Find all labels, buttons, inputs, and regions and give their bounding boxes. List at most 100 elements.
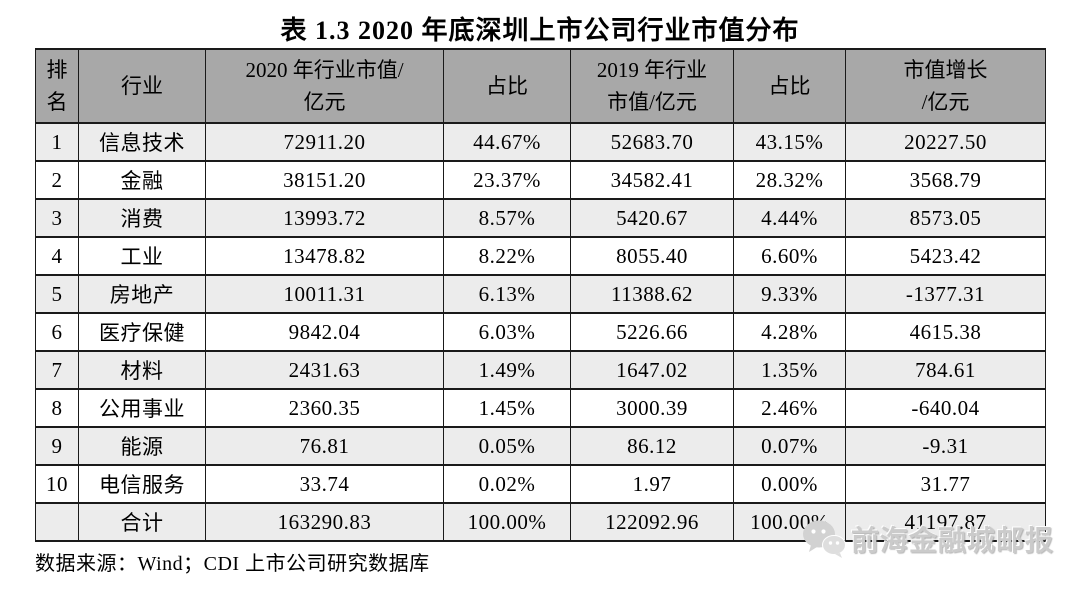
cell-rank (35, 502, 79, 542)
cell-rank: 5 (35, 274, 79, 314)
cell-share-2020: 6.13% (443, 274, 571, 314)
cell-mv-2020: 10011.31 (205, 274, 444, 314)
col-header-share-2019: 占比 (733, 48, 846, 124)
cell-growth: 5423.42 (845, 236, 1046, 276)
table-header-row: 排 名 行业 2020 年行业市值/ 亿元 占比 2019 年行业 市值/亿元 … (35, 48, 1046, 124)
cell-industry: 房地产 (78, 274, 206, 314)
cell-share-2020: 8.22% (443, 236, 571, 276)
cell-mv-2019: 52683.70 (570, 122, 734, 162)
cell-share-2020: 23.37% (443, 160, 571, 200)
cell-rank: 4 (35, 236, 79, 276)
cell-rank: 2 (35, 160, 79, 200)
data-source-note: 数据来源：Wind；CDI 上市公司研究数据库 (35, 553, 430, 575)
cell-share-2020: 1.45% (443, 388, 571, 428)
cell-growth: -1377.31 (845, 274, 1046, 314)
cell-industry: 合计 (78, 502, 206, 542)
cell-industry: 公用事业 (78, 388, 206, 428)
cell-industry: 医疗保健 (78, 312, 206, 352)
table-row: 5 房地产 10011.31 6.13% 11388.62 9.33% -1377.31 (35, 274, 1046, 314)
cell-share-2020: 100.00% (443, 502, 571, 542)
cell-growth: -640.04 (845, 388, 1046, 428)
market-cap-table: 排 名 行业 2020 年行业市值/ 亿元 占比 2019 年行业 市值/亿元 … (35, 48, 1046, 542)
cell-growth: 8573.05 (845, 198, 1046, 238)
cell-mv-2020: 13478.82 (205, 236, 444, 276)
cell-industry: 材料 (78, 350, 206, 390)
col-header-mv-2020: 2020 年行业市值/ 亿元 (205, 48, 444, 124)
cell-mv-2019: 3000.39 (570, 388, 734, 428)
cell-mv-2020: 38151.20 (205, 160, 444, 200)
cell-industry: 消费 (78, 198, 206, 238)
cell-growth: 3568.79 (845, 160, 1046, 200)
cell-mv-2020: 72911.20 (205, 122, 444, 162)
cell-mv-2019: 11388.62 (570, 274, 734, 314)
cell-rank: 10 (35, 464, 79, 504)
cell-growth: -9.31 (845, 426, 1046, 466)
cell-share-2020: 44.67% (443, 122, 571, 162)
cell-rank: 8 (35, 388, 79, 428)
cell-share-2019: 2.46% (733, 388, 846, 428)
cell-industry: 能源 (78, 426, 206, 466)
cell-share-2019: 0.07% (733, 426, 846, 466)
cell-industry: 金融 (78, 160, 206, 200)
cell-share-2020: 8.57% (443, 198, 571, 238)
cell-share-2020: 0.05% (443, 426, 571, 466)
cell-industry: 信息技术 (78, 122, 206, 162)
cell-growth: 4615.38 (845, 312, 1046, 352)
table-row: 10 电信服务 33.74 0.02% 1.97 0.00% 31.77 (35, 464, 1046, 504)
cell-mv-2020: 76.81 (205, 426, 444, 466)
cell-mv-2020: 2360.35 (205, 388, 444, 428)
table-row: 7 材料 2431.63 1.49% 1647.02 1.35% 784.61 (35, 350, 1046, 390)
col-header-rank: 排 名 (35, 48, 79, 124)
cell-rank: 3 (35, 198, 79, 238)
cell-mv-2020: 33.74 (205, 464, 444, 504)
table-row: 8 公用事业 2360.35 1.45% 3000.39 2.46% -640.04 (35, 388, 1046, 428)
cell-share-2019: 1.35% (733, 350, 846, 390)
cell-mv-2019: 34582.41 (570, 160, 734, 200)
table-row: 6 医疗保健 9842.04 6.03% 5226.66 4.28% 4615.38 (35, 312, 1046, 352)
cell-share-2020: 6.03% (443, 312, 571, 352)
cell-mv-2020: 163290.83 (205, 502, 444, 542)
cell-industry: 工业 (78, 236, 206, 276)
cell-share-2019: 4.44% (733, 198, 846, 238)
cell-growth: 31.77 (845, 464, 1046, 504)
cell-share-2019: 6.60% (733, 236, 846, 276)
cell-share-2019: 28.32% (733, 160, 846, 200)
total-row: 合计 163290.83 100.00% 122092.96 100.00% 41197.… (35, 502, 1046, 542)
col-header-share-2020: 占比 (443, 48, 571, 124)
table-title: 表 1.3 2020 年底深圳上市公司行业市值分布 (280, 16, 800, 45)
cell-rank: 6 (35, 312, 79, 352)
cell-rank: 7 (35, 350, 79, 390)
cell-mv-2019: 8055.40 (570, 236, 734, 276)
col-header-mv-2019: 2019 年行业 市值/亿元 (570, 48, 734, 124)
cell-mv-2020: 9842.04 (205, 312, 444, 352)
cell-mv-2020: 2431.63 (205, 350, 444, 390)
col-header-growth: 市值增长 /亿元 (845, 48, 1046, 124)
col-header-industry: 行业 (78, 48, 206, 124)
cell-rank: 1 (35, 122, 79, 162)
cell-growth: 20227.50 (845, 122, 1046, 162)
table-body: 1 信息技术 72911.20 44.67% 52683.70 43.15% 20227.5… (35, 122, 1046, 542)
cell-growth: 784.61 (845, 350, 1046, 390)
cell-mv-2019: 1.97 (570, 464, 734, 504)
cell-growth: 41197.87 (845, 502, 1046, 542)
table-row: 4 工业 13478.82 8.22% 8055.40 6.60% 5423.42 (35, 236, 1046, 276)
cell-share-2019: 43.15% (733, 122, 846, 162)
cell-rank: 9 (35, 426, 79, 466)
cell-mv-2019: 5226.66 (570, 312, 734, 352)
table-row: 2 金融 38151.20 23.37% 34582.41 28.32% 3568.79 (35, 160, 1046, 200)
cell-share-2019: 4.28% (733, 312, 846, 352)
table-row: 3 消费 13993.72 8.57% 5420.67 4.44% 8573.05 (35, 198, 1046, 238)
cell-share-2019: 9.33% (733, 274, 846, 314)
cell-share-2019: 0.00% (733, 464, 846, 504)
table-row: 9 能源 76.81 0.05% 86.12 0.07% -9.31 (35, 426, 1046, 466)
table-row: 1 信息技术 72911.20 44.67% 52683.70 43.15% 20227.5… (35, 122, 1046, 162)
cell-share-2019: 100.00% (733, 502, 846, 542)
cell-industry: 电信服务 (78, 464, 206, 504)
cell-mv-2019: 86.12 (570, 426, 734, 466)
cell-share-2020: 1.49% (443, 350, 571, 390)
cell-share-2020: 0.02% (443, 464, 571, 504)
cell-mv-2019: 5420.67 (570, 198, 734, 238)
cell-mv-2020: 13993.72 (205, 198, 444, 238)
cell-mv-2019: 1647.02 (570, 350, 734, 390)
cell-mv-2019: 122092.96 (570, 502, 734, 542)
